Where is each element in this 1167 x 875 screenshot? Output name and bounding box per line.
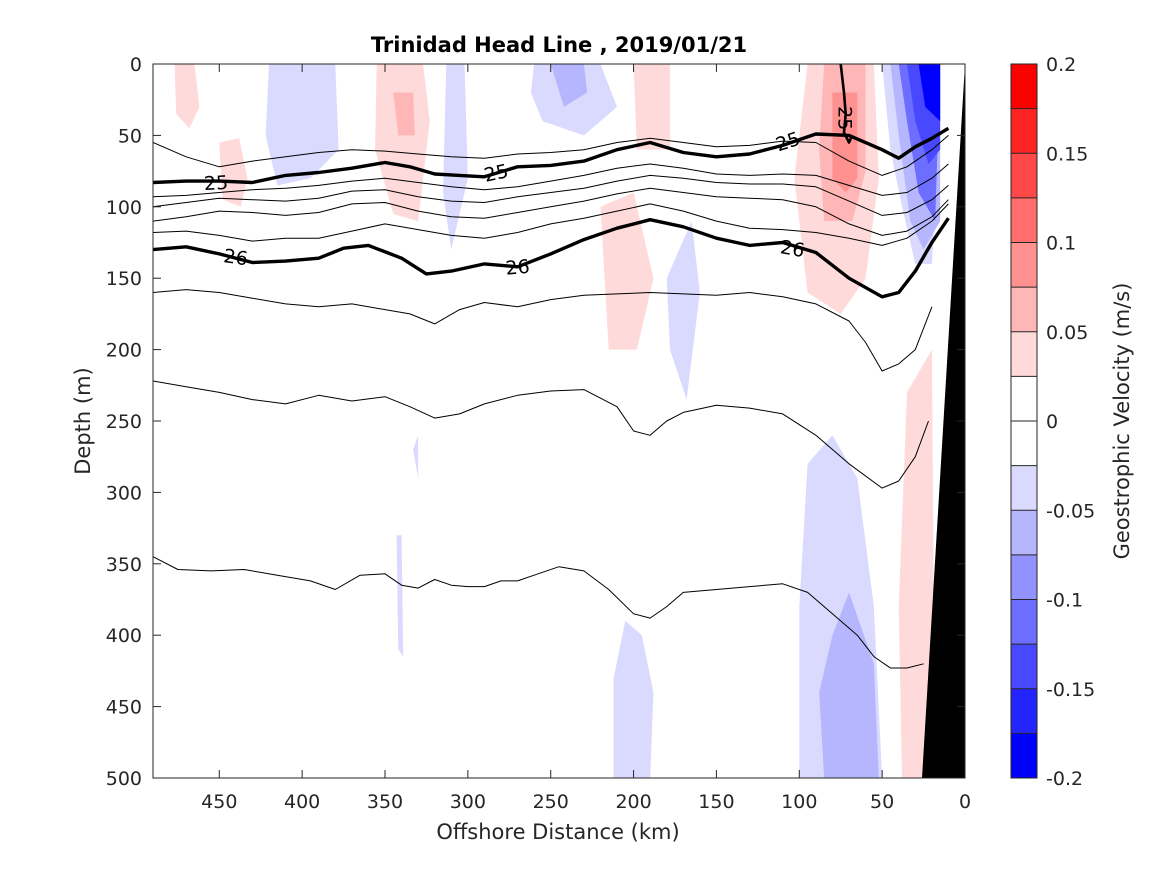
chart-title: Trinidad Head Line , 2019/01/21: [371, 33, 747, 57]
velocity-patch: [600, 192, 654, 350]
colorbar-swatch: [1011, 64, 1037, 110]
y-tick-label: 0: [130, 54, 142, 76]
x-tick-label: 200: [615, 791, 651, 813]
colorbar-swatch: [1011, 644, 1037, 690]
isopycnal-line: [153, 163, 949, 198]
isopycnal-line: [153, 380, 929, 489]
velocity-patch: [174, 64, 200, 129]
y-axis-label: Depth (m): [71, 367, 95, 474]
isopycnal-contours: [153, 64, 950, 669]
colorbar-tick-label: 0.15: [1046, 143, 1088, 165]
velocity-patch: [832, 92, 858, 193]
colorbar-swatch: [1011, 197, 1037, 243]
seafloor-bathymetry: [922, 64, 965, 778]
x-tick-label: 350: [367, 791, 403, 813]
contour-label-text: 26: [222, 245, 249, 270]
isopycnal-line: [153, 174, 949, 216]
velocity-patch: [265, 64, 339, 186]
x-tick-label: 150: [698, 791, 734, 813]
colorbar-tick-label: -0.2: [1046, 768, 1083, 790]
contour-label-25: 25: [834, 106, 856, 130]
velocity-patch: [219, 138, 248, 207]
contour-label-text: 25: [834, 106, 856, 130]
isopycnal-line: [153, 203, 949, 246]
x-tick-label: 300: [450, 791, 486, 813]
contour-label-25: 25: [203, 172, 228, 195]
isopycnal-line-25: [153, 126, 950, 185]
velocity-patch: [918, 64, 941, 122]
isopycnal-line: [153, 556, 924, 669]
x-axis-label: Offshore Distance (km): [436, 820, 679, 844]
colorbar-tick-label: 0.2: [1046, 54, 1076, 76]
velocity-patch: [396, 535, 404, 657]
colorbar-frame: [1010, 63, 1038, 779]
colorbar-swatch: [1011, 421, 1037, 467]
colorbar-swatch: [1011, 554, 1037, 600]
colorbar-tick-label: 0: [1046, 411, 1058, 433]
velocity-patch: [613, 620, 654, 778]
isopycnal-line: [153, 135, 949, 176]
plot-area: [153, 64, 965, 778]
colorbar-swatch: [1011, 465, 1037, 511]
contour-label-25: 25: [482, 160, 510, 187]
colorbar-swatch: [1011, 733, 1037, 779]
x-tick-label: 50: [870, 791, 894, 813]
velocity-patch: [393, 92, 415, 136]
colorbar-tick-label: 0.05: [1046, 322, 1088, 344]
y-tick-label: 400: [106, 625, 142, 647]
contour-label-26: 26: [779, 236, 807, 262]
x-tick-label: 0: [959, 791, 971, 813]
velocity-patch: [666, 221, 700, 400]
velocity-patch: [819, 592, 879, 778]
isopycnal-line-25-vertical: [839, 64, 854, 144]
x-axis: 450 400 350 300 250 200 150 100 50 0: [201, 64, 971, 813]
contour-label-text: 26: [779, 236, 807, 262]
colorbar-swatch: [1011, 688, 1037, 734]
colorbar-swatch: [1011, 153, 1037, 199]
velocity-patch: [633, 64, 671, 150]
x-tick-label: 400: [284, 791, 320, 813]
y-tick-label: 150: [106, 268, 142, 290]
y-tick-label: 350: [106, 554, 142, 576]
colorbar-label: Geostrophic Velocity (m/s): [1110, 283, 1134, 560]
isopycnal-line: [153, 187, 949, 236]
colorbar-swatch: [1011, 331, 1037, 377]
colorbar-swatch: [1011, 242, 1037, 288]
colorbar-swatch: [1011, 510, 1037, 556]
y-tick-label: 50: [118, 125, 142, 147]
colorbar-tick-label: 0.1: [1046, 233, 1076, 255]
y-tick-label: 250: [106, 411, 142, 433]
contour-label-text: 25: [482, 160, 510, 187]
colorbar-swatch: [1011, 108, 1037, 154]
y-axis: 0 50 100 150 200 250 300 350 400 450 500: [106, 54, 965, 790]
velocity-patch: [413, 435, 419, 479]
y-tick-label: 100: [106, 197, 142, 219]
x-tick-label: 250: [533, 791, 569, 813]
contour-label-text: 26: [505, 256, 531, 280]
colorbar-swatch: [1011, 376, 1037, 422]
contour-label-text: 25: [203, 172, 228, 195]
x-tick-label: 450: [201, 791, 237, 813]
colorbar-tick-label: -0.15: [1046, 679, 1095, 701]
colorbar-tick-label: -0.1: [1046, 590, 1083, 612]
colorbar-tick-label: -0.05: [1046, 500, 1095, 522]
contour-label-26: 26: [505, 256, 531, 280]
colorbar-swatch: [1011, 599, 1037, 645]
isopycnal-line: [153, 289, 933, 372]
colorbar: 0.2 0.15 0.1 0.05 0 -0.05 -0.1 -0.15 -0.2: [1010, 54, 1095, 790]
y-tick-label: 450: [106, 697, 142, 719]
colorbar-swatch: [1011, 287, 1037, 333]
isopycnal-line-26: [153, 217, 950, 299]
contour-label-26: 26: [222, 245, 249, 270]
y-tick-label: 300: [106, 482, 142, 504]
velocity-patch: [911, 435, 929, 778]
x-tick-label: 100: [781, 791, 817, 813]
velocity-patch: [550, 64, 588, 107]
y-tick-label: 500: [106, 768, 142, 790]
velocity-fill-layer: [174, 64, 941, 778]
y-tick-label: 200: [106, 340, 142, 362]
